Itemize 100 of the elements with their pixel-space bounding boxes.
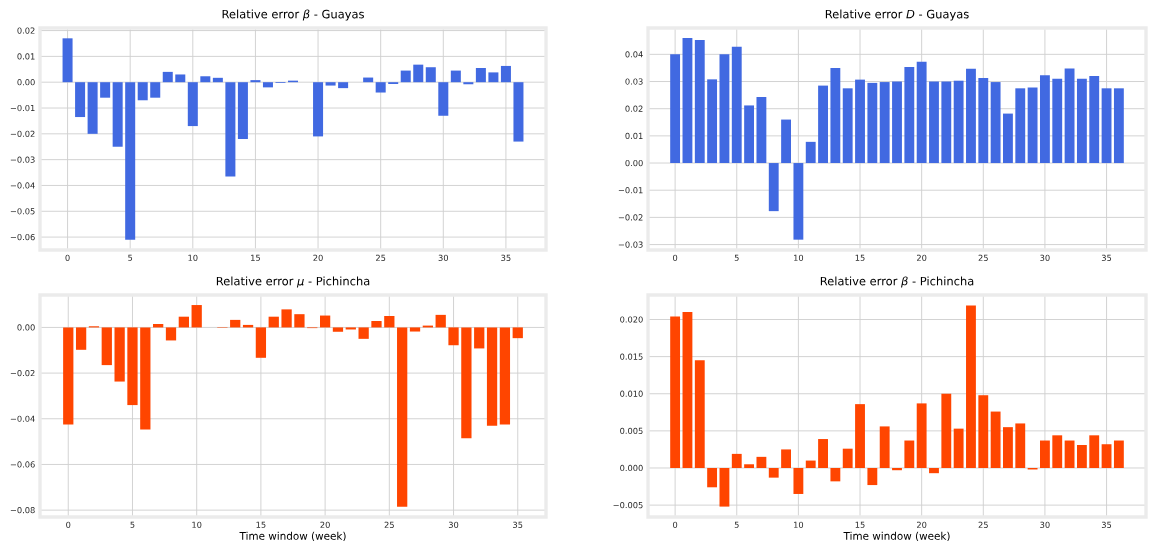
y-tick-label: 0.01 <box>625 132 643 139</box>
bar <box>904 67 915 164</box>
x-tick-label: 10 <box>192 521 202 528</box>
bar <box>488 72 499 83</box>
bar <box>694 360 705 468</box>
bar <box>100 82 111 98</box>
bar <box>966 305 976 468</box>
bar <box>1076 444 1087 468</box>
bar <box>413 64 424 83</box>
chart-title: Relative error μ - Pichincha <box>216 276 370 288</box>
bar <box>125 82 136 240</box>
bar <box>1076 78 1087 164</box>
bar <box>892 81 902 164</box>
bar <box>781 119 791 164</box>
chart-title: Relative error β - Guayas <box>222 9 364 21</box>
bar <box>435 314 446 328</box>
bar <box>867 82 878 164</box>
y-tick-label: 0.03 <box>625 78 643 85</box>
bar <box>1052 78 1063 164</box>
y-tick-label: 0.00 <box>17 324 35 331</box>
bar <box>953 80 964 164</box>
bar <box>450 70 461 83</box>
bar <box>1113 88 1124 164</box>
bar <box>892 467 902 471</box>
bar <box>345 327 356 330</box>
bar <box>731 453 742 468</box>
bar <box>175 74 186 83</box>
x-tick-label: 5 <box>128 254 133 261</box>
x-tick-label: 10 <box>188 254 198 261</box>
x-axis-title: Time window (week) <box>239 531 346 542</box>
x-tick-label: 5 <box>734 521 739 528</box>
x-tick-label: 25 <box>384 521 394 528</box>
bar <box>1101 444 1112 468</box>
bar <box>756 97 767 164</box>
y-tick-label: −0.08 <box>10 507 35 514</box>
y-tick-label: −0.04 <box>10 415 35 422</box>
x-tick-label: 15 <box>256 521 266 528</box>
bar <box>744 105 755 164</box>
bar <box>150 82 161 98</box>
bar <box>966 68 976 164</box>
y-tick-label: 0.02 <box>17 27 35 34</box>
bar <box>212 77 223 83</box>
x-tick-label: 20 <box>917 254 927 261</box>
bar <box>1052 435 1063 468</box>
bar <box>127 327 138 406</box>
bar <box>237 82 248 139</box>
bar <box>978 77 989 164</box>
bar <box>112 82 123 147</box>
bar <box>756 456 767 468</box>
chart-title: Relative error β - Pichincha <box>820 276 974 288</box>
x-tick-label: 25 <box>376 254 386 261</box>
bar <box>262 82 273 88</box>
y-tick-label: 0.00 <box>17 79 35 86</box>
bar <box>916 403 927 468</box>
bar <box>805 460 816 468</box>
x-tick-label: 10 <box>794 521 804 528</box>
x-tick-label: 0 <box>673 521 678 528</box>
bar <box>670 54 681 164</box>
bar <box>178 316 189 328</box>
bar <box>707 467 718 488</box>
bar <box>1003 113 1013 164</box>
bar <box>63 327 74 425</box>
bar <box>855 404 865 468</box>
bar <box>101 327 112 366</box>
x-tick-label: 30 <box>438 254 449 261</box>
bar <box>867 467 878 486</box>
bar <box>255 327 267 358</box>
bar <box>744 464 755 468</box>
bar <box>670 316 681 468</box>
x-tick-label: 0 <box>66 521 71 528</box>
bar <box>768 467 779 478</box>
x-tick-label: 10 <box>794 254 804 261</box>
bar <box>438 82 449 116</box>
bar <box>448 327 459 346</box>
bar <box>719 54 730 164</box>
bar <box>818 439 828 468</box>
x-tick-label: 20 <box>320 521 330 528</box>
y-tick-label: −0.05 <box>10 208 35 215</box>
bar <box>319 315 331 328</box>
x-tick-label: 0 <box>65 254 70 261</box>
y-tick-label: −0.02 <box>10 369 35 377</box>
bar <box>731 46 742 164</box>
bar <box>250 80 261 83</box>
bar <box>830 467 841 482</box>
bar <box>694 39 705 164</box>
bar <box>953 428 964 468</box>
y-tick-label: 0.00 <box>625 159 643 167</box>
y-tick-label: −0.06 <box>10 233 35 241</box>
x-tick-label: 0 <box>673 254 678 261</box>
bar <box>1089 76 1100 164</box>
y-tick-label: 0.01 <box>17 53 35 60</box>
bar <box>268 316 279 328</box>
bar <box>768 163 779 212</box>
y-tick-label: −0.02 <box>618 214 643 221</box>
bar <box>1039 75 1050 164</box>
x-tick-label: 30 <box>448 521 459 528</box>
bar <box>486 327 498 426</box>
x-tick-label: 15 <box>855 521 865 528</box>
bar <box>114 327 125 382</box>
y-tick-label: 0.005 <box>620 427 643 434</box>
